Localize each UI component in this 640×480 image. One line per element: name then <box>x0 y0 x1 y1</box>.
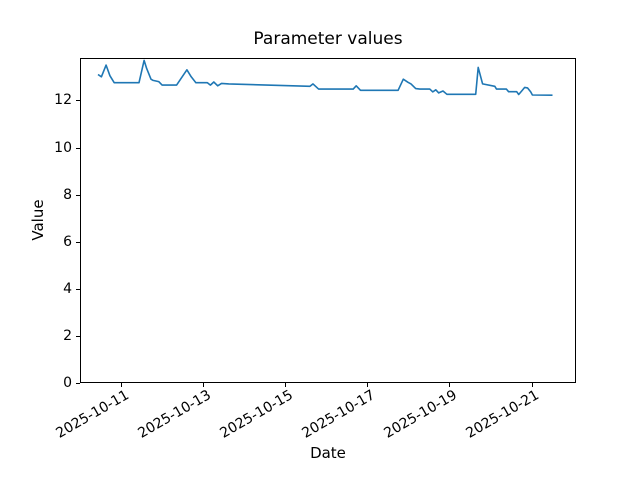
y-tick-mark <box>76 288 80 290</box>
chart-title: Parameter values <box>253 29 403 49</box>
plot-area <box>80 58 576 383</box>
x-tick-mark <box>121 383 122 387</box>
y-tick-mark <box>76 100 80 102</box>
y-tick-label: 12 <box>54 92 72 109</box>
y-tick-label: 8 <box>63 186 72 203</box>
x-tick-mark <box>367 383 369 387</box>
y-tick-mark <box>76 383 80 384</box>
y-tick-label: 0 <box>63 375 72 391</box>
y-tick-label: 4 <box>63 280 72 297</box>
y-tick-label: 10 <box>54 139 72 156</box>
y-tick-mark <box>76 147 80 149</box>
data-line <box>97 59 553 96</box>
y-tick-label: 6 <box>63 233 72 250</box>
x-axis-label: Date <box>310 444 346 462</box>
y-tick-label: 2 <box>63 327 72 344</box>
x-tick-mark <box>531 383 533 387</box>
x-tick-mark <box>449 383 451 387</box>
y-tick-mark <box>76 194 80 196</box>
x-tick-mark <box>203 383 205 387</box>
y-tick-mark <box>76 241 80 243</box>
x-tick-mark <box>285 383 287 387</box>
y-tick-mark <box>76 335 80 337</box>
